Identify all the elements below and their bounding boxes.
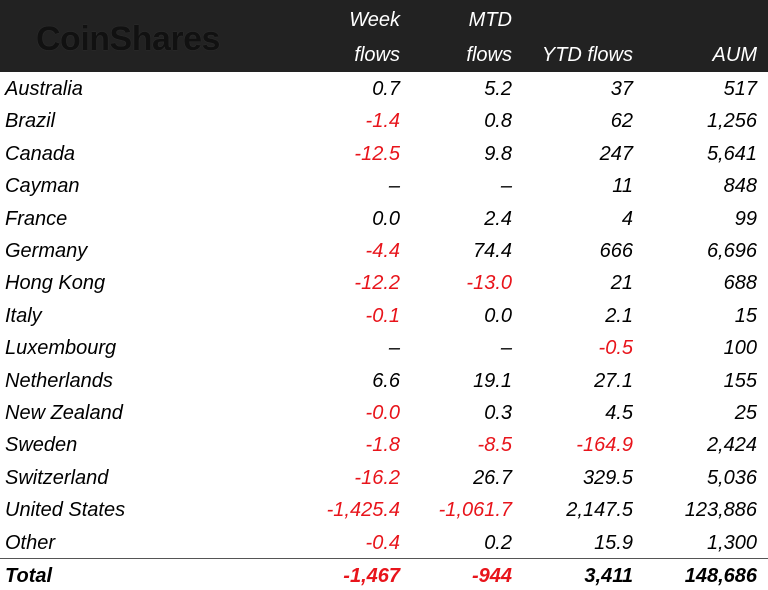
cell-value: 15.9 <box>594 531 633 554</box>
cell-value: 4 <box>621 207 633 230</box>
cell-value: 62 <box>610 110 633 133</box>
cell-value: 666 <box>599 240 633 262</box>
cell-value: 11 <box>612 175 633 198</box>
cell-value: – <box>500 337 512 360</box>
column-header: AUM <box>712 44 757 66</box>
cell-value: 5,641 <box>706 142 757 165</box>
cell-value: 688 <box>723 272 757 295</box>
total-value: -1,467 <box>343 565 400 587</box>
cell-value: 247 <box>599 142 633 165</box>
row-label: Cayman <box>5 175 80 198</box>
total-label: Total <box>5 565 53 587</box>
cell-value: 1,256 <box>706 110 757 133</box>
cell-value: -1.8 <box>365 434 400 457</box>
row-label: Luxembourg <box>5 337 117 360</box>
logo: CoinShares <box>36 20 220 58</box>
column-header: YTD flows <box>541 44 633 66</box>
cell-value: 99 <box>734 207 757 230</box>
cell-value: – <box>388 337 400 360</box>
row-label: Sweden <box>5 434 78 457</box>
cell-value: 25 <box>734 402 757 424</box>
total-rule <box>0 558 768 559</box>
cell-value: 5,036 <box>706 466 757 489</box>
cell-value: – <box>500 175 512 198</box>
cell-value: 2.4 <box>484 207 512 230</box>
row-label: Switzerland <box>5 466 109 489</box>
cell-value: -1.4 <box>365 110 400 133</box>
total-value: -944 <box>471 565 512 587</box>
row-label: Germany <box>5 240 88 262</box>
row-label: Hong Kong <box>5 272 106 295</box>
cell-value: -0.1 <box>365 304 400 327</box>
column-header: Week <box>349 9 400 31</box>
cell-value: 26.7 <box>473 466 512 489</box>
cell-value: 15 <box>734 304 757 327</box>
cell-value: -16.2 <box>354 466 400 489</box>
cell-value: -13.0 <box>466 272 512 295</box>
cell-value: -0.0 <box>365 402 400 424</box>
cell-value: 2.1 <box>605 304 633 327</box>
cell-value: 0.3 <box>484 402 512 424</box>
cell-value: 19.1 <box>473 369 512 392</box>
cell-value: 6.6 <box>372 369 400 392</box>
total-value: 3,411 <box>584 565 633 587</box>
cell-value: -0.5 <box>598 337 633 360</box>
cell-value: 37 <box>610 78 633 100</box>
cell-value: 0.2 <box>484 531 512 554</box>
row-label: France <box>5 207 68 230</box>
cell-value: -164.9 <box>576 434 633 457</box>
row-label: Italy <box>5 304 42 327</box>
row-label: Australia <box>5 78 83 100</box>
row-label: Netherlands <box>5 369 113 392</box>
cell-value: 2,424 <box>706 434 757 457</box>
cell-value: 0.0 <box>484 304 512 327</box>
row-label: Brazil <box>5 110 56 133</box>
total-value: 148,686 <box>684 565 757 587</box>
cell-value: -1,425.4 <box>326 499 400 522</box>
column-header: flows <box>354 44 400 66</box>
cell-value: 4.5 <box>605 402 633 424</box>
cell-value: -8.5 <box>477 434 512 457</box>
row-label: Canada <box>5 142 76 165</box>
column-header: flows <box>466 44 512 66</box>
cell-value: 6,696 <box>706 240 757 262</box>
cell-value: 123,886 <box>684 499 757 522</box>
cell-value: 517 <box>723 78 757 100</box>
cell-value: 155 <box>723 369 757 392</box>
cell-value: 1,300 <box>706 531 757 554</box>
cell-value: 27.1 <box>594 369 633 392</box>
cell-value: -0.4 <box>365 531 400 554</box>
row-label: United States <box>5 499 126 522</box>
cell-value: 100 <box>723 337 757 360</box>
cell-value: 329.5 <box>582 466 633 489</box>
cell-value: -12.5 <box>354 142 400 165</box>
cell-value: – <box>388 175 400 198</box>
cell-value: 0.7 <box>372 78 400 100</box>
cell-value: 0.8 <box>484 110 512 133</box>
cell-value: -4.4 <box>365 240 400 262</box>
cell-value: 9.8 <box>484 142 512 165</box>
cell-value: -12.2 <box>354 272 400 295</box>
row-label: New Zealand <box>5 402 123 424</box>
row-label: Other <box>5 531 56 554</box>
header-bar: CoinShares <box>0 0 768 72</box>
cell-value: 21 <box>610 272 633 295</box>
cell-value: 848 <box>723 175 757 198</box>
column-header: MTD <box>468 9 512 31</box>
cell-value: 2,147.5 <box>566 499 633 522</box>
cell-value: 5.2 <box>484 78 512 100</box>
cell-value: 0.0 <box>372 207 400 230</box>
cell-value: 74.4 <box>473 240 512 262</box>
cell-value: -1,061.7 <box>438 499 512 522</box>
